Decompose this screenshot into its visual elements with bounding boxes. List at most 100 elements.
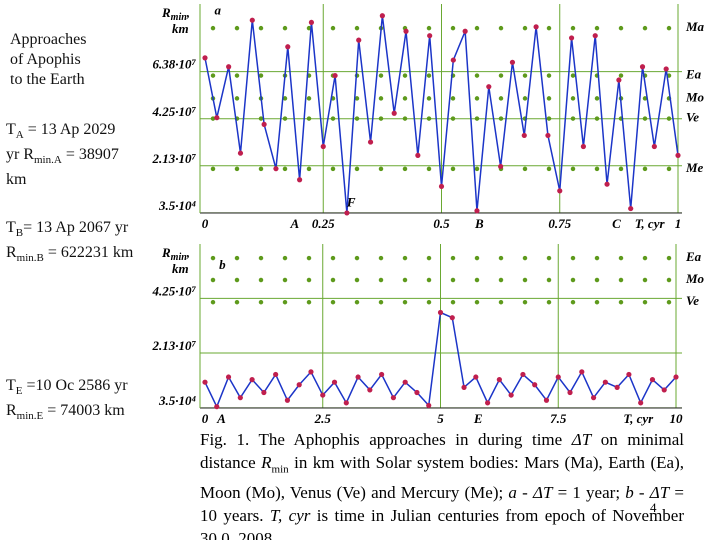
text-segment: min.B: [16, 252, 44, 265]
caption: Fig. 1. The Aphophis approaches in durin…: [200, 428, 684, 540]
note-line: TA = 13 Ap 2029: [6, 120, 119, 145]
text-segment: yr: [6, 146, 24, 164]
data-point: [214, 404, 220, 410]
text-segment: min.A: [34, 154, 62, 167]
data-point: [555, 374, 561, 380]
x-tick-label: 0: [202, 411, 209, 426]
data-point: [261, 389, 267, 396]
data-point: [202, 55, 208, 61]
x-tick-label: 0.75: [548, 216, 571, 231]
data-point: [508, 392, 514, 398]
data-point: [520, 371, 526, 378]
data-point: [379, 13, 385, 19]
text-segment: ΔT: [571, 430, 592, 449]
data-point: [590, 395, 597, 401]
y-axis-label-part: min: [171, 252, 188, 263]
x-annotation: C: [612, 216, 621, 231]
text-segment: km: [6, 171, 27, 189]
data-point: [614, 384, 620, 390]
text-segment: ΔT: [532, 483, 553, 503]
data-point: [509, 59, 516, 65]
x-annotation: T, cyr: [635, 216, 666, 231]
data-point: [567, 389, 573, 396]
text-segment: b: [625, 483, 634, 503]
text-segment: = 10 years.: [200, 483, 684, 526]
annotation: b: [219, 257, 226, 272]
text-segment: Fig. 1. The Aphophis approaches in durin…: [200, 430, 572, 449]
data-point: [214, 115, 220, 121]
data-point: [249, 17, 255, 23]
y-axis-label-part: R: [161, 5, 171, 20]
data-point: [308, 19, 315, 26]
data-point: [414, 389, 420, 396]
data-point: [438, 183, 445, 190]
y-tick-label: 4.25·10⁷: [151, 283, 196, 298]
data-point: [285, 44, 291, 50]
data-point: [273, 166, 279, 172]
data-point: [237, 150, 244, 156]
data-point: [355, 374, 361, 380]
text-segment: T: [6, 219, 16, 236]
data-point: [402, 379, 408, 385]
text-segment: is time in Julian centuries from epoch o…: [200, 506, 684, 540]
y-tick-label: 4.25·10⁷: [151, 104, 196, 119]
data-point: [284, 397, 291, 403]
data-point: [450, 57, 456, 63]
data-point: [426, 402, 432, 409]
data-point: [261, 121, 267, 127]
text-segment: = 1 year;: [552, 483, 626, 503]
text-segment: R: [23, 146, 34, 164]
reference-label: Me: [685, 160, 704, 175]
text-segment: in km with Solar system bodies: Mars (Ma…: [200, 453, 685, 503]
data-point: [579, 369, 585, 375]
x-tick-label: 0.25: [312, 216, 335, 231]
data-point: [356, 37, 362, 43]
text-segment: R: [261, 453, 272, 472]
note: TE =10 Oc 2586 yr Rmin.E = 74003 km: [6, 376, 128, 426]
x-tick-label: 1: [675, 216, 682, 231]
text-segment: ΔT: [649, 483, 670, 503]
data-point: [343, 400, 349, 406]
data-point: [379, 371, 385, 378]
annotation: F: [346, 194, 356, 209]
text-segment: T, cyr: [269, 506, 311, 526]
data-point: [498, 163, 504, 170]
data-point: [628, 205, 634, 212]
reference-label: Ea: [685, 67, 702, 82]
data-point: [651, 143, 657, 150]
reference-label: Ve: [686, 110, 699, 125]
data-point: [557, 188, 563, 194]
data-point: [568, 35, 575, 41]
data-point: [580, 143, 587, 150]
reference-label: Mo: [685, 89, 705, 104]
text-segment: Approaches: [10, 31, 87, 48]
data-point: [403, 28, 409, 34]
x-annotation: T, cyr: [623, 411, 654, 426]
y-axis-unit: km: [172, 261, 189, 276]
data-point: [602, 379, 608, 385]
data-point: [331, 379, 338, 385]
x-annotation: A: [216, 411, 226, 426]
reference-label: Ve: [686, 293, 699, 308]
data-point: [427, 33, 433, 39]
data-point: [545, 132, 551, 139]
data-point: [616, 77, 622, 83]
data-point: [474, 208, 480, 214]
y-axis-label-part: ,: [186, 245, 190, 260]
data-point: [604, 181, 610, 187]
data-point: [344, 210, 350, 216]
text-segment: E: [15, 385, 23, 398]
data-point: [297, 177, 303, 183]
text-segment: a: [508, 483, 517, 503]
data-point: [391, 110, 397, 116]
data-point: [225, 374, 232, 380]
text-segment: = 622231 km: [43, 244, 134, 262]
data-point: [320, 143, 326, 150]
note: TA = 13 Ap 2029 yr Rmin.A = 38907 km: [6, 120, 119, 190]
data-point: [486, 84, 492, 90]
note: Approaches of Apophis to the Earth: [10, 30, 86, 90]
data-point: [367, 387, 373, 393]
text-segment: min: [271, 463, 289, 476]
